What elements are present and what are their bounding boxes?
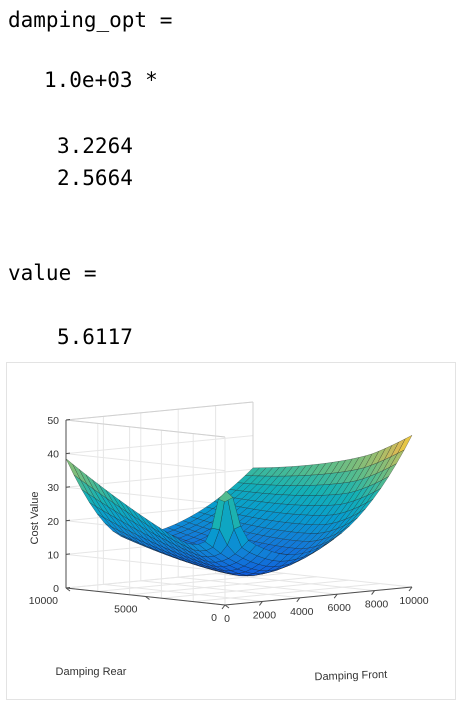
x-axis-line xyxy=(224,586,413,606)
surface-mesh xyxy=(65,434,413,577)
floor-gridline xyxy=(129,576,317,596)
y-tick xyxy=(224,604,230,609)
x-tick-label: 8000 xyxy=(365,599,389,611)
z-tick-label: 50 xyxy=(47,415,59,427)
damping-opt-value-2: 2.5664 xyxy=(57,166,133,190)
surface-patch xyxy=(218,490,234,503)
x-tick-label: 10000 xyxy=(399,595,428,607)
z-axis-label: Cost Value xyxy=(29,492,41,545)
box-edge xyxy=(65,419,226,438)
floor-gridline xyxy=(215,573,375,592)
x-axis-label: Damping Front xyxy=(314,669,387,684)
damping-opt-value-1: 3.2264 xyxy=(57,134,133,158)
x-tick-label: 6000 xyxy=(328,602,352,614)
x-tick xyxy=(333,593,338,599)
z-tick xyxy=(65,519,71,522)
x-tick xyxy=(408,586,413,592)
z-tick-label: 30 xyxy=(47,482,59,494)
x-tick-label: 4000 xyxy=(290,606,314,618)
z-tick-label: 40 xyxy=(47,449,59,461)
scale-factor: 1.0e+03 * xyxy=(44,68,158,92)
floor-gridline xyxy=(178,576,338,595)
command-window-output: damping_opt = 1.0e+03 * 3.2264 2.5664 va… xyxy=(8,8,173,349)
x-tick xyxy=(296,597,301,603)
y-tick xyxy=(65,587,71,592)
x-tick xyxy=(221,604,226,610)
floor-gridline xyxy=(97,572,285,592)
variable-name-damping-opt: damping_opt = xyxy=(8,8,173,32)
z-tick xyxy=(65,419,71,421)
x-tick-label: 2000 xyxy=(253,609,277,621)
floor-gridline xyxy=(65,569,254,589)
z-tick-label: 20 xyxy=(47,516,59,528)
x-tick xyxy=(258,601,263,606)
floor-gridline xyxy=(103,583,263,602)
z-tick xyxy=(65,486,71,488)
y-tick-label: 0 xyxy=(211,612,217,624)
y-tick-label: 10000 xyxy=(29,595,58,607)
floor-gridline xyxy=(161,579,349,599)
z-tick-label: 0 xyxy=(53,583,59,595)
axes xyxy=(65,419,413,610)
floor-gridline xyxy=(140,580,300,599)
z-tick-label: 10 xyxy=(47,549,59,561)
y-axis-label: Damping Rear xyxy=(56,666,127,678)
x-tick xyxy=(371,590,376,595)
x-tick-label: 0 xyxy=(224,613,230,625)
z-tick xyxy=(65,553,71,555)
y-tick-label: 5000 xyxy=(114,604,138,616)
y-tick xyxy=(145,596,150,600)
variable-name-value: value = xyxy=(8,261,97,285)
gridline-z xyxy=(65,401,254,438)
floor-gridline xyxy=(252,569,413,588)
floor-gridline xyxy=(193,583,381,603)
z-tick xyxy=(65,452,71,455)
value-result: 5.6117 xyxy=(57,325,133,349)
box-edge xyxy=(65,401,254,421)
